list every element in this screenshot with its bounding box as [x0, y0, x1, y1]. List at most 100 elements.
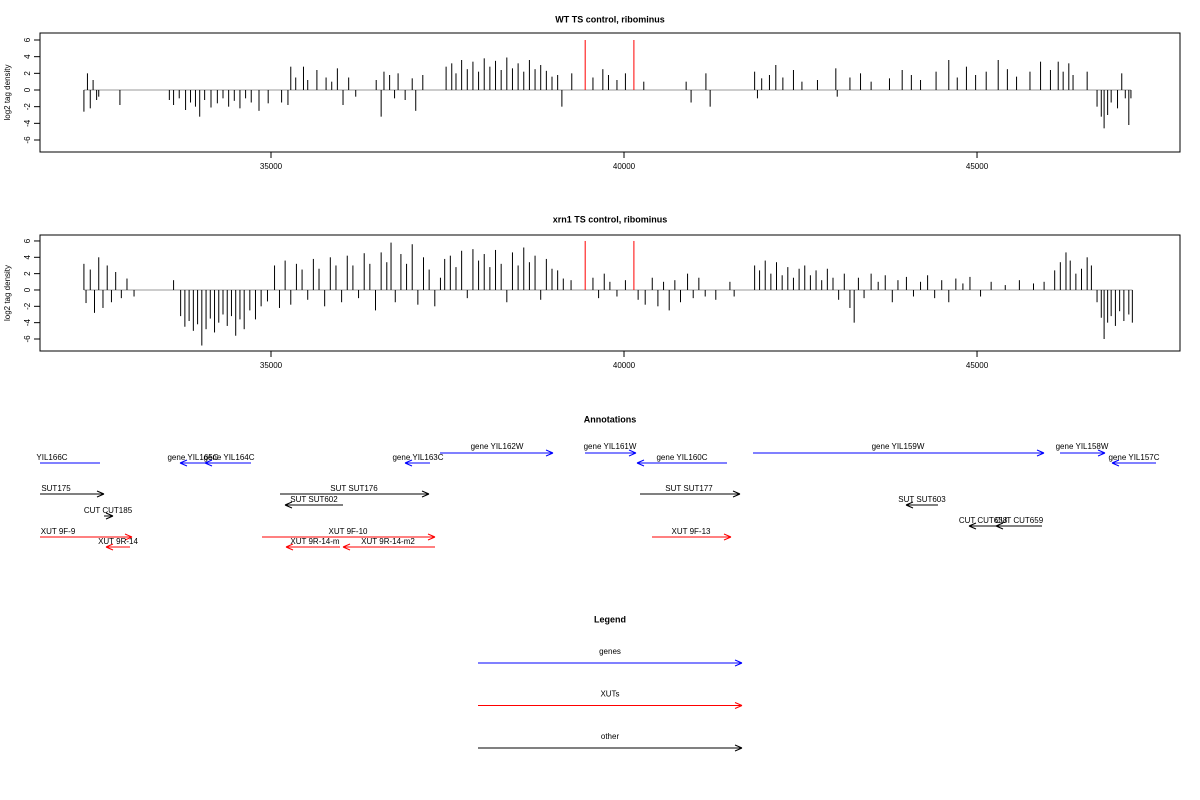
legend-arrow-head — [734, 747, 743, 752]
feature-arrow-head — [995, 522, 1004, 527]
feature-arrow-head — [105, 512, 114, 517]
feature-arrow-head — [427, 536, 436, 541]
feature-arrow-head — [96, 493, 105, 498]
feature-arrow-head — [284, 504, 293, 509]
legend-label: XUTs — [600, 690, 619, 699]
feature-label: gene YIL160C — [656, 453, 707, 462]
y-tick-label: 4 — [23, 54, 32, 59]
feature-arrow-head — [628, 452, 637, 457]
feature-label: SUT175 — [41, 484, 71, 493]
y-tick-label: -2 — [23, 302, 32, 310]
feature-label: gene YIL163C — [392, 453, 443, 462]
feature-arrow-head — [723, 533, 732, 538]
feature-arrow-head — [204, 462, 213, 467]
feature-label: CUT CUT658 — [959, 516, 1008, 525]
feature-arrow-head — [285, 546, 294, 551]
feature-arrow-head — [421, 490, 430, 495]
plot-frame — [39, 234, 1181, 352]
legend-arrow-head — [734, 662, 743, 667]
feature-label: XUT 9R-14-m — [290, 537, 340, 546]
feature-arrow-head — [628, 449, 637, 454]
feature-arrow-head — [204, 459, 213, 464]
legend-label: genes — [599, 647, 621, 656]
feature-arrow-head — [105, 546, 114, 551]
feature-arrow-head — [284, 501, 293, 506]
feature-arrow-head — [404, 462, 413, 467]
feature-label: gene YIL165C — [167, 453, 218, 462]
feature-arrow-head — [1111, 462, 1120, 467]
feature-label: YIL166C — [36, 453, 67, 462]
x-tick-label: 45000 — [966, 162, 989, 171]
feature-arrow-head — [905, 504, 914, 509]
legend-arrow-head — [734, 705, 743, 709]
feature-arrow-head — [968, 522, 977, 527]
feature-label: CUT CUT185 — [84, 506, 133, 515]
feature-label: SUT SUT603 — [898, 495, 946, 504]
feature-arrow-head — [105, 543, 114, 548]
annotations-title: Annotations — [584, 414, 637, 424]
feature-label: gene YIL159W — [872, 442, 925, 451]
feature-label: gene YIL161W — [584, 442, 637, 451]
feature-arrow-head — [342, 543, 351, 548]
x-tick-label: 45000 — [966, 361, 989, 370]
feature-label: XUT 9R-14-m2 — [361, 537, 415, 546]
y-tick-label: 0 — [23, 87, 32, 92]
feature-arrow-head — [427, 533, 436, 538]
feature-arrow-head — [1097, 452, 1106, 457]
feature-arrow-head — [179, 462, 188, 467]
y-tick-label: 4 — [23, 255, 32, 260]
x-tick-label: 40000 — [613, 162, 636, 171]
feature-arrow-head — [124, 536, 133, 541]
chart-title: xrn1 TS control, ribominus — [553, 214, 668, 224]
feature-arrow-head — [723, 536, 732, 541]
feature-arrow-head — [1036, 449, 1045, 454]
feature-label: XUT 9F-9 — [41, 527, 76, 536]
legend-title: Legend — [594, 614, 626, 624]
feature-arrow-head — [636, 462, 645, 467]
y-tick-label: -4 — [23, 119, 32, 127]
x-tick-label: 35000 — [260, 361, 283, 370]
feature-label: XUT 9F-10 — [329, 527, 369, 536]
feature-label: CUT CUT659 — [995, 516, 1044, 525]
feature-arrow-head — [1111, 459, 1120, 464]
feature-arrow-head — [1036, 452, 1045, 457]
y-tick-label: -4 — [23, 319, 32, 327]
feature-arrow-head — [1097, 449, 1106, 454]
feature-arrow-head — [732, 490, 741, 495]
feature-arrow-head — [545, 449, 554, 454]
feature-label: SUT SUT602 — [290, 495, 338, 504]
legend-arrow-head — [734, 702, 743, 706]
feature-arrow-head — [124, 533, 133, 538]
feature-arrow-head — [421, 493, 430, 498]
y-tick-label: -6 — [23, 136, 32, 144]
legend-label: other — [601, 732, 620, 741]
legend-arrow-head — [734, 659, 743, 664]
feature-label: gene YIL164C — [203, 453, 254, 462]
y-tick-label: 6 — [23, 37, 32, 42]
chart-title: WT TS control, ribominus — [555, 14, 665, 24]
y-tick-label: 2 — [23, 71, 32, 76]
feature-arrow-head — [105, 515, 114, 520]
y-axis-label: log2 tag density — [3, 265, 12, 321]
feature-arrow-head — [636, 459, 645, 464]
feature-arrow-head — [342, 546, 351, 551]
legend-arrow-head — [734, 744, 743, 749]
feature-arrow-head — [968, 525, 977, 530]
feature-label: gene YIL162W — [471, 442, 524, 451]
feature-arrow-head — [995, 525, 1004, 530]
y-tick-label: -2 — [23, 103, 32, 111]
feature-label: XUT 9R-14 — [98, 537, 138, 546]
feature-label: gene YIL158W — [1056, 442, 1109, 451]
feature-label: SUT SUT177 — [665, 484, 713, 493]
plot-frame — [39, 32, 1181, 153]
y-tick-label: 6 — [23, 238, 32, 243]
feature-arrow-head — [905, 501, 914, 506]
feature-label: SUT SUT176 — [330, 484, 378, 493]
feature-arrow-head — [285, 543, 294, 548]
y-tick-label: -6 — [23, 335, 32, 343]
feature-arrow-head — [404, 459, 413, 464]
x-tick-label: 35000 — [260, 162, 283, 171]
feature-label: XUT 9F-13 — [672, 527, 712, 536]
feature-arrow-head — [96, 490, 105, 495]
